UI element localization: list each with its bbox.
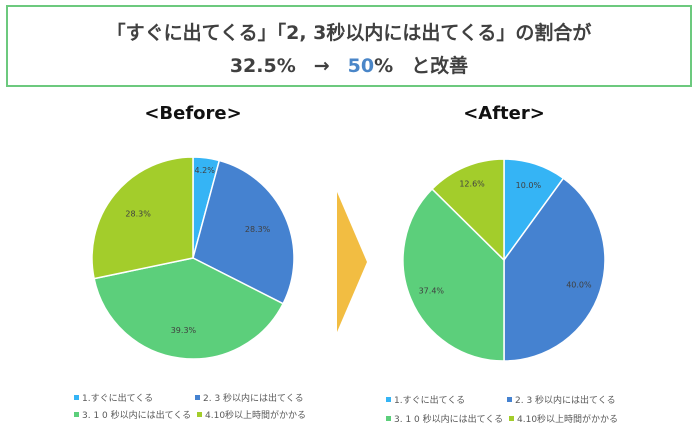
pie-slice bbox=[402, 187, 505, 362]
improvement-text: と改善 bbox=[411, 55, 469, 77]
pie-data-label: 39.3% bbox=[171, 326, 197, 335]
after-legend-item-1: 1.すぐに出てくる bbox=[386, 393, 465, 406]
pie-data-label: 10.0% bbox=[516, 181, 542, 190]
pie-slice bbox=[93, 257, 285, 360]
pie-data-label: 40.0% bbox=[566, 280, 592, 289]
legend-swatch bbox=[197, 412, 202, 417]
pie-data-label: 4.2% bbox=[195, 166, 216, 175]
pie-data-label: 37.4% bbox=[419, 286, 445, 295]
legend-label: 4.10秒以上時間がかかる bbox=[517, 415, 619, 425]
after-legend-item-3: 3. 1 0 秒以内には出てくる bbox=[386, 412, 503, 425]
legend-label: 2. 3 秒以内には出てくる bbox=[203, 394, 304, 404]
legend-label: 3. 1 0 秒以内には出てくる bbox=[394, 415, 504, 425]
before-legend-item-1: 1.すぐに出てくる bbox=[74, 391, 153, 404]
pie-data-label: 28.3% bbox=[125, 209, 151, 218]
headline-line1: 「すぐに出てくる」「2, 3秒以内には出てくる」の割合が bbox=[106, 22, 592, 44]
pie-slice bbox=[91, 156, 194, 280]
after-legend-item-4: 4.10秒以上時間がかかる bbox=[509, 412, 618, 425]
legend-label: 2. 3 秒以内には出てくる bbox=[515, 396, 616, 406]
headline-box: 「すぐに出てくる」「2, 3秒以内には出てくる」の割合が 32.5% → 50% と改… bbox=[6, 5, 692, 87]
after-legend-item-2: 2. 3 秒以内には出てくる bbox=[507, 393, 616, 406]
legend-label: 4.10秒以上時間がかかる bbox=[205, 411, 307, 421]
before-chart-title: <Before> bbox=[144, 103, 242, 124]
headline-line2: 32.5% → 50% と改善 bbox=[8, 51, 690, 78]
before-legend-item-3: 3. 1 0 秒以内には出てくる bbox=[74, 408, 191, 421]
legend-swatch bbox=[74, 395, 79, 400]
legend-label: 1.すぐに出てくる bbox=[394, 396, 466, 406]
legend-label: 1.すぐに出てくる bbox=[82, 394, 154, 404]
legend-swatch bbox=[509, 416, 514, 421]
legend-swatch bbox=[74, 412, 79, 417]
after-ratio-number: 50 bbox=[347, 55, 375, 77]
legend-swatch bbox=[386, 416, 391, 421]
legend-swatch bbox=[386, 397, 391, 402]
before-legend-item-2: 2. 3 秒以内には出てくる bbox=[195, 391, 304, 404]
after-ratio-unit: % bbox=[374, 55, 394, 77]
transition-arrow-icon bbox=[337, 192, 367, 332]
legend-swatch bbox=[507, 397, 512, 402]
pie-slice bbox=[431, 158, 505, 262]
legend-swatch bbox=[195, 395, 200, 400]
legend-label: 3. 1 0 秒以内には出てくる bbox=[82, 411, 192, 421]
pie-slice bbox=[192, 159, 295, 305]
pie-slice bbox=[503, 177, 606, 362]
arrow-right-icon: → bbox=[313, 55, 330, 77]
after-chart-title: <After> bbox=[463, 103, 545, 124]
before-ratio: 32.5% bbox=[229, 55, 296, 77]
before-legend-item-4: 4.10秒以上時間がかかる bbox=[197, 408, 306, 421]
pie-data-label: 12.6% bbox=[459, 180, 485, 189]
pie-data-label: 28.3% bbox=[245, 225, 271, 234]
